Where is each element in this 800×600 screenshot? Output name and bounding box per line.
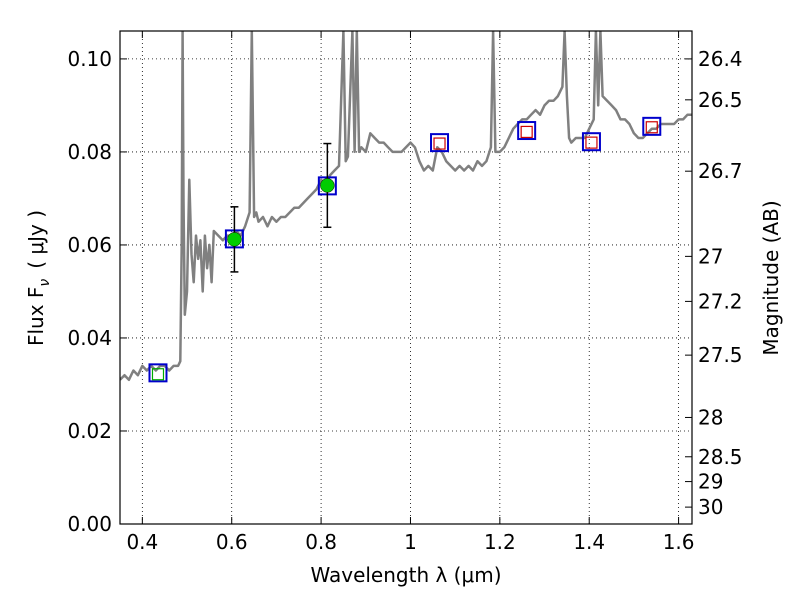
y2-tick-label: 28.5 <box>698 445 743 469</box>
y-tick-label: 0.00 <box>67 512 112 536</box>
model-flux-square <box>430 133 450 153</box>
limit-marker <box>585 136 598 149</box>
x-tick-label: 0.8 <box>305 530 337 554</box>
y-tick-label: 0.08 <box>67 140 112 164</box>
y2-tick-label: 26.5 <box>698 88 743 112</box>
model-flux-square <box>148 363 168 383</box>
x-tick-label: 0.6 <box>216 530 248 554</box>
x-tick-label: 1.6 <box>663 530 695 554</box>
limit-marker <box>433 137 446 150</box>
y-axis-label-unit: ( μJy ) <box>24 210 48 269</box>
y2-axis-label: Magnitude (AB) <box>759 200 783 355</box>
y-axis-label-subscript: ν <box>37 279 53 287</box>
x-tick-label: 1.4 <box>573 530 605 554</box>
grid-lines <box>120 31 692 525</box>
y2-tick-label: 28 <box>698 405 723 429</box>
y2-tick-label: 27 <box>698 244 723 268</box>
model-flux-square <box>517 121 537 141</box>
y2-tick-label: 26.4 <box>698 47 743 71</box>
model-flux-square <box>642 116 662 136</box>
y-tick-label: 0.06 <box>67 233 112 257</box>
y2-tick-label: 26.7 <box>698 159 743 183</box>
spectrum-line <box>120 31 692 382</box>
detection-point <box>320 178 335 193</box>
y-tick-label: 0.02 <box>67 419 112 443</box>
x-tick-label: 1.2 <box>484 530 516 554</box>
x-tick-label: 1 <box>404 530 417 554</box>
y2-tick-label: 30 <box>698 495 723 519</box>
y2-tick-label: 29 <box>698 470 723 494</box>
y-axis-label-text: Flux F <box>24 287 48 346</box>
x-tick-label: 0.4 <box>126 530 158 554</box>
plot-area <box>120 31 692 383</box>
axes: 0.4 0.6 0.8 1 1.2 1.4 1.6 0.00 0.02 0.04 0.06 0.08 0… <box>67 30 743 554</box>
limit-marker <box>520 125 533 139</box>
y-tick-label: 0.10 <box>67 47 112 71</box>
detection-point <box>227 232 242 247</box>
y-axis-label: Flux Fν ( μJy ) <box>24 210 53 346</box>
model-flux-square <box>581 132 601 152</box>
y-tick-label: 0.04 <box>67 326 112 350</box>
limit-marker <box>645 121 658 134</box>
plot-frame <box>119 30 693 525</box>
y2-tick-label: 27.2 <box>698 289 743 313</box>
x-axis-label: Wavelength λ (μm) <box>310 563 501 587</box>
limit-marker <box>151 368 165 381</box>
y2-tick-label: 27.5 <box>698 343 743 367</box>
